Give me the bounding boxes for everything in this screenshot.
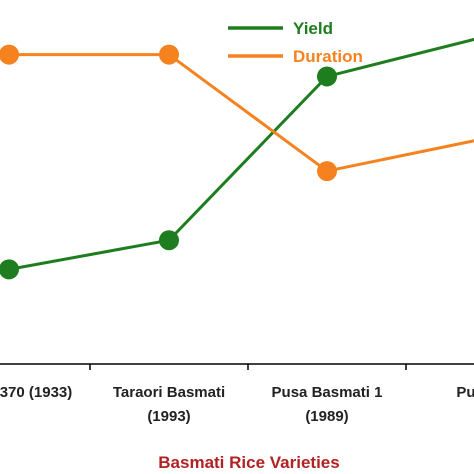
x-tick-label-2-0: Pusa Basmati 1	[272, 384, 383, 401]
x-tick-labels: 370 (1933) Taraori Basmati (1993) Pusa Basm…	[0, 384, 474, 425]
data-point-yield-0	[0, 259, 19, 280]
legend: Yield Duration	[228, 19, 363, 66]
x-tick-label-1-0: Taraori Basmati	[113, 384, 225, 401]
x-tick-label-2-1: (1989)	[305, 408, 348, 425]
series-line-duration	[9, 53, 474, 173]
x-tick-label-3-0: Pusa Ba	[456, 384, 474, 401]
legend-label-yield: Yield	[293, 19, 333, 38]
data-point-duration-2	[317, 161, 337, 182]
data-point-yield-2	[317, 66, 337, 87]
x-tick-label-0-0: 370 (1933)	[0, 384, 72, 401]
data-point-duration-1	[159, 44, 179, 65]
series-line-yield	[8, 37, 474, 271]
data-point-yield-1	[159, 230, 179, 251]
x-tick-label-1-1: (1993)	[147, 408, 190, 425]
data-point-duration-0	[0, 44, 19, 65]
legend-label-duration: Duration	[293, 47, 363, 66]
series-points	[0, 44, 337, 280]
x-axis-title: Basmati Rice Varieties	[158, 453, 339, 472]
x-tick-marks	[89, 364, 407, 370]
series-lines	[8, 37, 474, 271]
